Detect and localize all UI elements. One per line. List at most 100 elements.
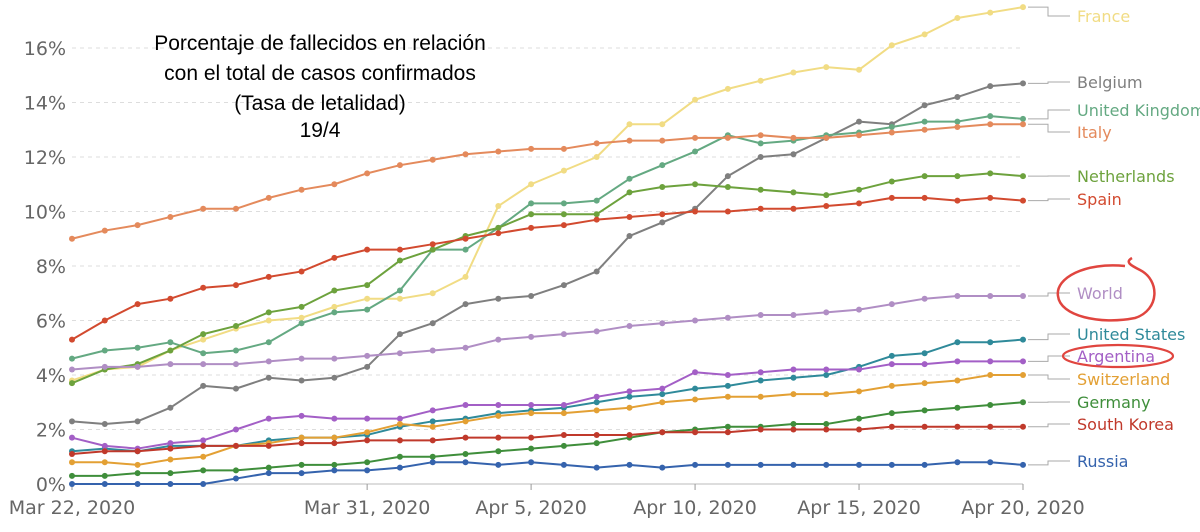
data-point [626, 137, 633, 144]
data-point [692, 96, 699, 103]
data-point [593, 431, 600, 438]
data-point [659, 391, 666, 398]
data-point [593, 154, 600, 160]
series-labels: France Belgium United Kingdom Italy Netherla… [1028, 6, 1200, 471]
data-point [298, 268, 305, 275]
data-point [823, 421, 830, 428]
title-line-1: Porcentaje de fallecidos en relación [154, 32, 486, 55]
y-tick-label: 2% [36, 420, 66, 442]
data-point [396, 295, 403, 302]
data-point [856, 186, 863, 193]
data-point [429, 246, 436, 253]
series-switzerland [69, 372, 1026, 468]
data-point [921, 194, 928, 201]
data-point [724, 372, 731, 378]
data-point [987, 292, 994, 299]
data-point [987, 358, 994, 365]
data-point [101, 442, 108, 449]
data-point [167, 456, 174, 463]
data-point [724, 393, 731, 400]
data-point [232, 442, 239, 449]
data-point [396, 162, 403, 169]
data-point [659, 399, 666, 406]
data-point [954, 423, 961, 430]
label-connector [1028, 460, 1070, 466]
data-point [101, 459, 108, 466]
y-tick-label: 0% [36, 474, 66, 496]
data-point [593, 407, 600, 414]
data-point [560, 401, 567, 408]
label-connector [1028, 198, 1070, 202]
data-point [101, 347, 108, 354]
data-point [331, 287, 338, 294]
data-point [528, 410, 535, 417]
data-point [856, 461, 863, 468]
data-point [724, 183, 731, 190]
data-point [724, 134, 731, 141]
data-point [134, 301, 141, 308]
data-point [232, 361, 239, 368]
data-point [987, 194, 994, 201]
series-label-switzerland: Switzerland [1077, 370, 1170, 389]
data-point [987, 83, 994, 90]
data-point [954, 292, 961, 299]
data-point [101, 317, 108, 324]
data-point [298, 186, 305, 193]
data-point [134, 222, 141, 229]
data-point [331, 374, 338, 381]
data-point [790, 134, 797, 141]
data-point [429, 320, 436, 327]
data-point [888, 124, 895, 131]
data-point [692, 208, 699, 215]
data-point [593, 197, 600, 204]
data-point [790, 426, 797, 433]
data-point [626, 213, 633, 220]
series-label-argentina: Argentina [1077, 347, 1155, 366]
data-point [200, 382, 207, 389]
y-tick-label: 16% [24, 38, 66, 60]
data-point [364, 170, 371, 177]
x-tick-label: Apr 20, 2020 [961, 497, 1085, 519]
data-point [790, 69, 797, 76]
data-point [200, 437, 207, 444]
data-point [593, 216, 600, 223]
data-point [724, 461, 731, 468]
data-point [265, 470, 272, 477]
data-point [331, 434, 338, 441]
data-point [167, 339, 174, 346]
data-point [396, 453, 403, 460]
data-point [823, 366, 830, 373]
x-tick-label: Apr 15, 2020 [797, 497, 921, 519]
series-united-kingdom [69, 113, 1026, 362]
data-point [528, 434, 535, 441]
series-line-belgium [71, 82, 1024, 426]
data-point [626, 175, 633, 182]
data-point [921, 407, 928, 414]
grid-lines [72, 47, 1023, 485]
data-point [200, 453, 207, 460]
data-point [626, 121, 633, 128]
data-point [396, 257, 403, 264]
data-point [987, 401, 994, 408]
data-point [134, 363, 141, 370]
data-point [560, 442, 567, 449]
data-point [593, 211, 600, 218]
data-point [167, 213, 174, 220]
data-point [659, 320, 666, 327]
data-point [69, 451, 75, 458]
data-point [495, 230, 502, 237]
data-point [954, 94, 961, 101]
data-point [790, 312, 797, 319]
series-line-united-states [71, 338, 1024, 453]
data-point [364, 352, 371, 359]
data-point [396, 350, 403, 357]
data-point [298, 412, 305, 419]
data-point [888, 129, 895, 136]
data-point [1020, 80, 1026, 87]
data-point [396, 331, 403, 338]
data-point [692, 461, 699, 468]
data-point [987, 9, 994, 16]
data-point [429, 453, 436, 460]
data-point [462, 235, 469, 242]
data-point [495, 148, 502, 155]
